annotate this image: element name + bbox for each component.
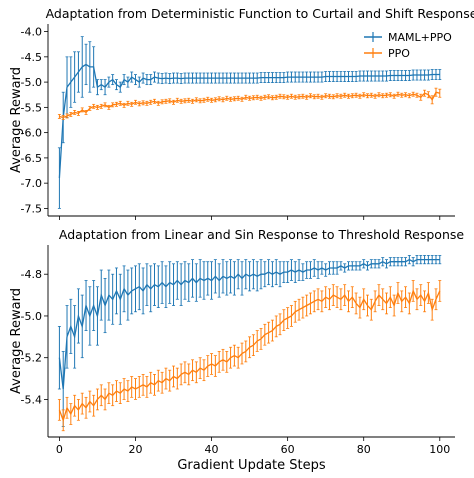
panel-2-xtick-label: 0 xyxy=(56,443,63,456)
panel-2-xtick-label: 60 xyxy=(281,443,295,456)
legend-label: MAML+PPO xyxy=(388,31,452,44)
panel-2-ytick-label: -4.8 xyxy=(21,268,42,281)
panel-2-ytick-label: -5.0 xyxy=(21,310,42,323)
panel-1-ytick-label: -7.5 xyxy=(21,202,42,215)
panel-1-ytick-label: -7.0 xyxy=(21,177,42,190)
panel-2-ylabel: Average Reward xyxy=(9,288,24,394)
panel-1-ylabel: Average Reward xyxy=(9,67,24,173)
panel-1-ppo-line xyxy=(59,91,440,119)
panel-1-ytick-label: -4.5 xyxy=(21,51,42,64)
panel-2-xtick-label: 40 xyxy=(205,443,219,456)
x-axis-label: Gradient Update Steps xyxy=(177,458,326,473)
panel-1-ytick-label: -6.0 xyxy=(21,127,42,140)
panel-2-ytick-label: -5.2 xyxy=(21,352,42,365)
panel-1-maml-ppo-line xyxy=(58,63,440,179)
legend-label: PPO xyxy=(388,47,410,60)
panel-1-ytick-label: -4.0 xyxy=(21,26,42,39)
panel-2-title: Adaptation from Linear and Sin Response … xyxy=(59,227,464,242)
panel-1-ytick-label: -5.0 xyxy=(21,76,42,89)
panel-1-title: Adaptation from Deterministic Function t… xyxy=(46,6,474,21)
panel-2-xtick-label: 80 xyxy=(357,443,371,456)
panel-1-ytick-label: -5.5 xyxy=(21,101,42,114)
panel-2-ytick-label: -5.4 xyxy=(21,393,42,406)
panel-2-ppo-line xyxy=(58,289,441,423)
panel-1-ytick-label: -6.5 xyxy=(21,152,42,165)
panel-2-xtick-label: 20 xyxy=(128,443,142,456)
panel-2-xtick-label: 100 xyxy=(429,443,450,456)
panel-2-maml-ppo-line xyxy=(58,258,440,390)
